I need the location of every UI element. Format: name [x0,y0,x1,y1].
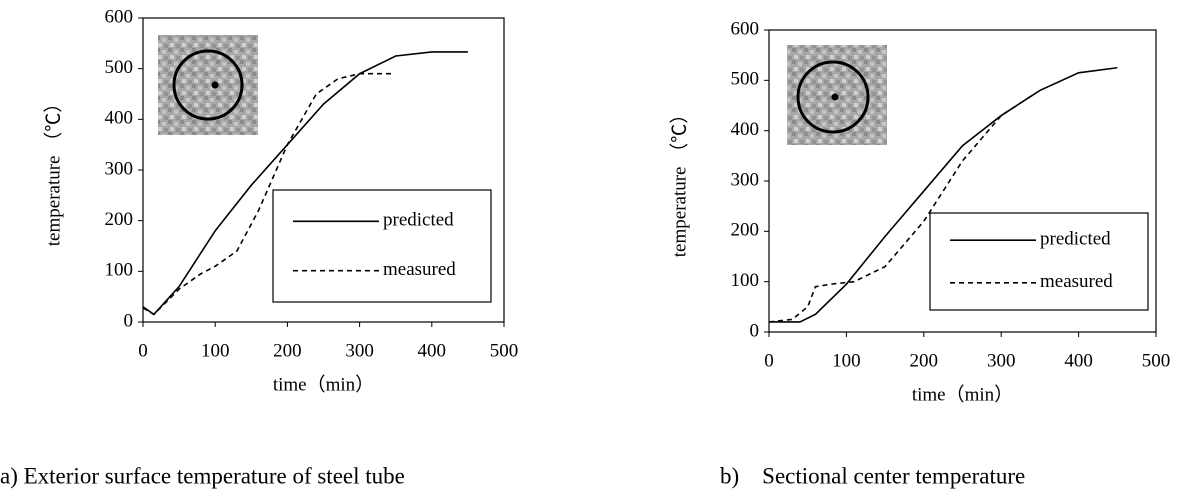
x-tick-label: 200 [273,340,302,361]
y-tick-label: 400 [731,119,760,140]
y-tick-label: 500 [105,57,134,78]
x-tick-label: 300 [345,340,374,361]
y-tick-label: 500 [731,69,760,90]
y-tick-label: 600 [731,18,760,39]
y-axis-label: temperature （℃） [668,105,690,257]
legend-label: measured [383,259,456,280]
y-tick-label: 300 [105,158,134,179]
legend-label: predicted [1040,229,1111,250]
y-tick-label: 200 [731,220,760,241]
y-tick-label: 100 [731,270,760,291]
x-axis-label: time（min） [273,373,374,395]
legend-box [272,189,492,303]
inset-a [158,35,258,135]
series-line [142,72,393,316]
inset-b [787,45,887,145]
y-tick-label: 100 [105,260,134,281]
y-tick-label: 600 [105,6,134,27]
x-tick-label: 0 [764,350,774,371]
series-line [768,94,1033,323]
caption: b) Sectional center temperature [720,463,1025,488]
y-tick-label: 0 [124,310,134,331]
x-tick-label: 500 [490,340,519,361]
y-tick-label: 400 [105,108,134,129]
x-tick-label: 400 [1064,350,1093,371]
y-tick-label: 0 [750,320,760,341]
legend-box [929,212,1149,311]
y-axis-label: temperature （℃） [42,94,64,246]
x-tick-label: 100 [201,340,230,361]
caption: a) Exterior surface temperature of steel… [0,463,405,488]
series-line [769,66,1118,323]
x-tick-label: 500 [1142,350,1171,371]
x-tick-label: 400 [418,340,447,361]
legend-label: predicted [383,210,454,231]
y-tick-label: 300 [731,169,760,190]
x-tick-label: 300 [987,350,1016,371]
x-axis-label: time（min） [912,383,1013,405]
x-tick-label: 100 [832,350,861,371]
x-tick-label: 200 [910,350,939,371]
y-tick-label: 200 [105,209,134,230]
x-tick-label: 0 [138,340,148,361]
legend-label: measured [1040,271,1113,292]
